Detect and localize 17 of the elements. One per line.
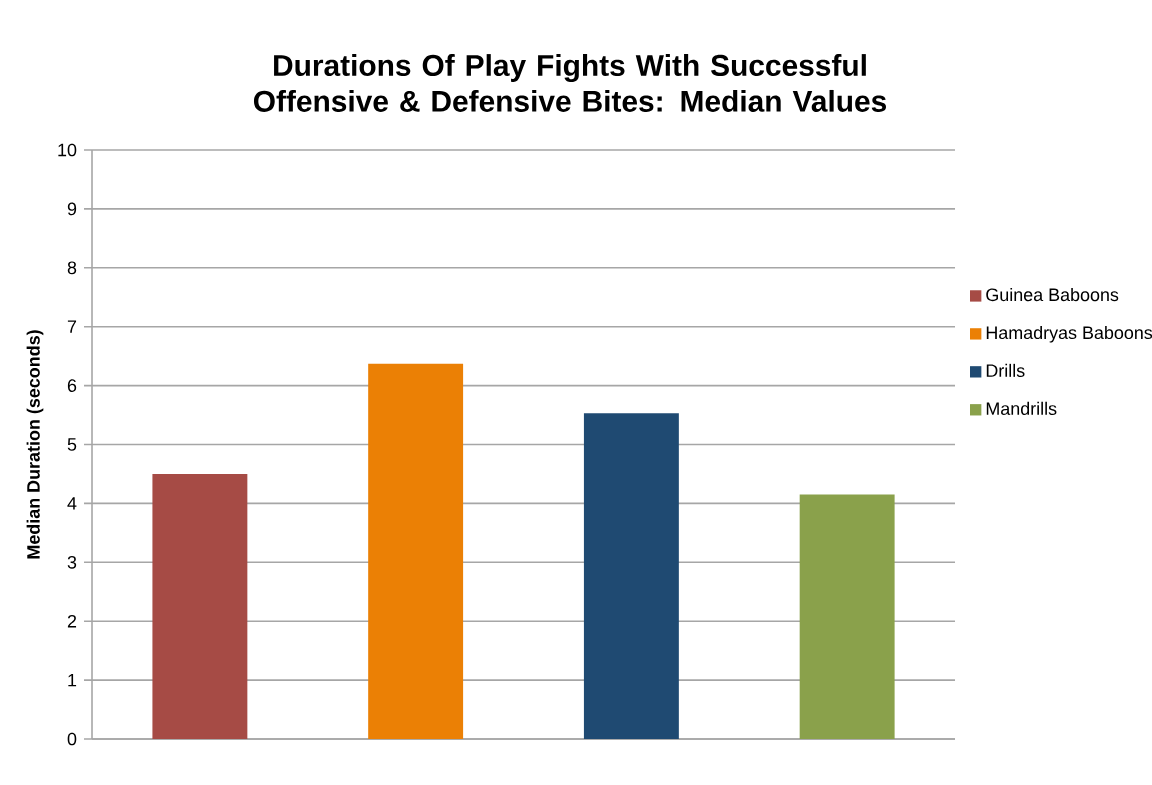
legend-label: Drills (986, 363, 1025, 378)
y-tick-label: 0 (67, 732, 77, 746)
y-tick-label: 9 (67, 202, 77, 216)
chart-title: Durations Of Play Fights With Successful Offensive & Defensive Bites: Median Values (253, 54, 887, 112)
y-tick-label: 5 (67, 438, 77, 451)
legend-label: Mandrills (986, 401, 1057, 415)
y-axis-title: Median Duration (seconds) (26, 330, 44, 559)
y-tick-label: 7 (67, 320, 77, 333)
y-tick-label: 6 (67, 379, 77, 392)
y-tick-label: 3 (67, 555, 77, 569)
legend-label: Guinea Baboons (986, 287, 1119, 302)
y-tick-label: 4 (67, 497, 77, 510)
y-tick-label: 8 (67, 261, 77, 275)
y-tick-label: 2 (67, 614, 77, 628)
y-tick-label: 1 (68, 673, 77, 687)
y-tick-label: 10 (58, 143, 77, 157)
legend-label: Hamadryas Baboons (986, 325, 1152, 343)
